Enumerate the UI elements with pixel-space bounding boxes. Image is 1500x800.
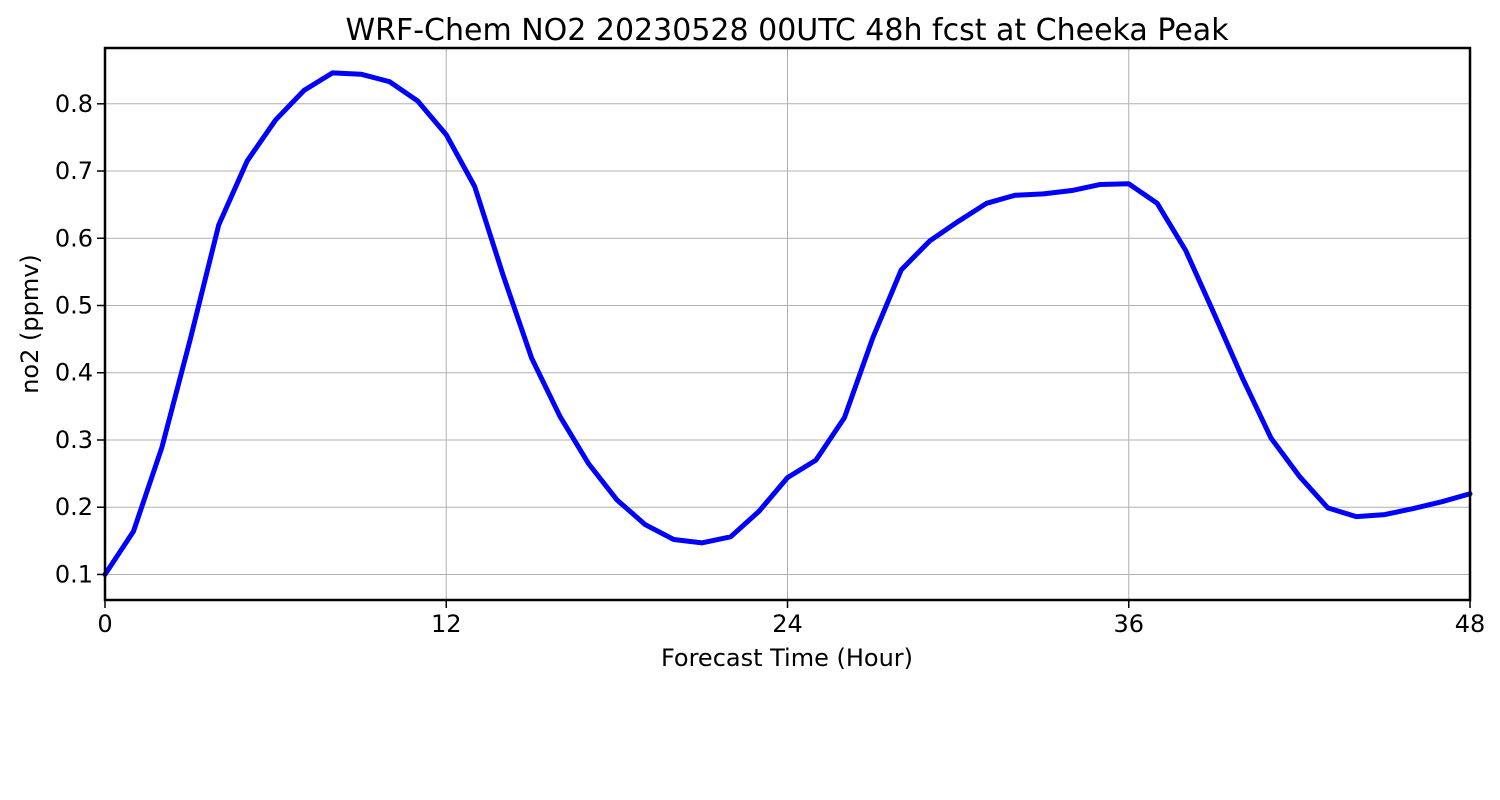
- y-axis-label: no2 (ppmv): [16, 254, 44, 394]
- y-tick-label: 0.2: [55, 493, 93, 521]
- x-tick-label: 24: [772, 610, 803, 638]
- y-tick-label: 0.8: [55, 90, 93, 118]
- no2-series-line: [102, 70, 1473, 577]
- y-tick-label: 0.4: [55, 359, 93, 387]
- y-tick-label: 0.6: [55, 224, 93, 252]
- ticks: 0 12 24 36 48 0.1 0.2 0.3 0.4 0.5 0.6 0.7 0.8: [55, 90, 1485, 638]
- y-tick-label: 0.5: [55, 292, 93, 320]
- y-tick-label: 0.3: [55, 426, 93, 454]
- x-tick-label: 48: [1455, 610, 1486, 638]
- y-tick-label: 0.1: [55, 560, 93, 588]
- y-tick-label: 0.7: [55, 157, 93, 185]
- chart-title: WRF-Chem NO2 20230528 00UTC 48h fcst at …: [345, 13, 1229, 48]
- x-axis-label: Forecast Time (Hour): [661, 644, 913, 672]
- grid: [104, 48, 1471, 600]
- x-tick-label: 36: [1113, 610, 1144, 638]
- x-tick-label: 12: [431, 610, 462, 638]
- x-tick-label: 0: [97, 610, 112, 638]
